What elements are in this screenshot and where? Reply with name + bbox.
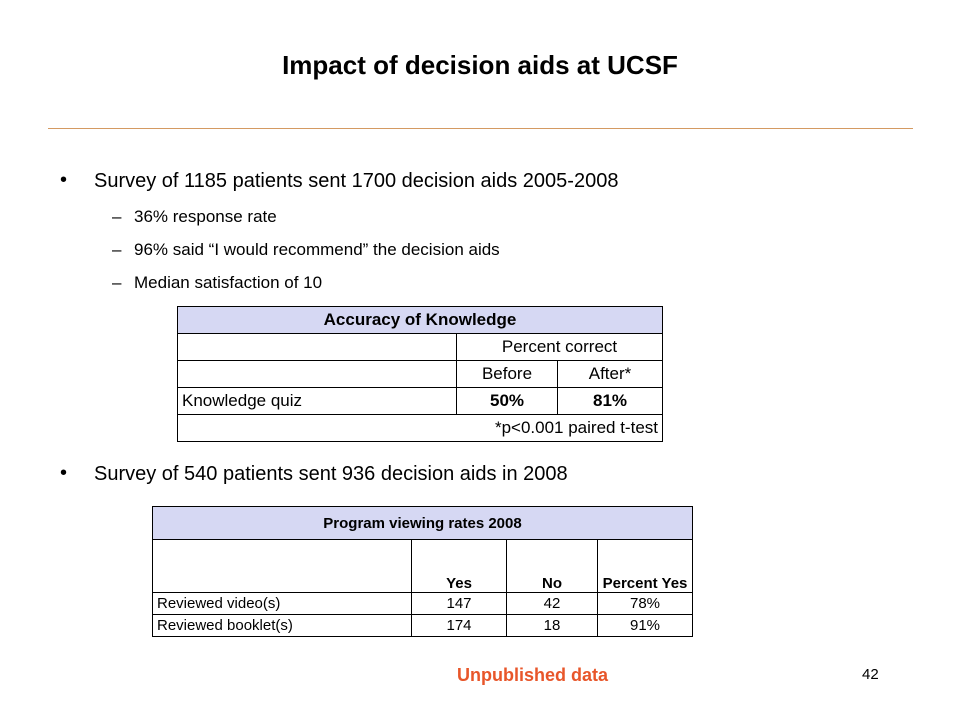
bullet-dot: • [60,169,68,191]
no-value: 18 [506,614,598,637]
unpublished-data-note: Unpublished data [457,665,609,685]
empty-cell [177,360,457,388]
sub-item-text: 96% said “I would recommend” the decisio… [134,240,500,259]
percent-correct-header: Percent correct [456,333,663,361]
row-label: Reviewed booklet(s) [152,614,412,637]
viewing-rates-table: Program viewing rates 2008 Yes No Percen… [152,506,693,637]
no-header: No [506,539,598,593]
bullet-text: Survey of 1185 patients sent 1700 decisi… [94,170,619,192]
title-divider [48,128,913,129]
empty-cell [177,333,457,361]
yes-value: 174 [411,614,507,637]
after-value: 81% [557,387,663,415]
yes-value: 147 [411,592,507,615]
row-label: Reviewed video(s) [152,592,412,615]
empty-cell [152,539,412,593]
viewing-rates-title: Program viewing rates 2008 [152,506,693,540]
bullet-dot: • [60,462,68,484]
dash-marker: – [112,273,122,292]
percent-yes-value: 91% [597,614,693,637]
sub-item-text: Median satisfaction of 10 [134,273,323,292]
percent-yes-value: 78% [597,592,693,615]
row-label-knowledge-quiz: Knowledge quiz [177,387,457,415]
bullet-text: Survey of 540 patients sent 936 decision… [94,463,568,485]
after-header: After* [557,360,663,388]
page-number: 42 [862,666,879,683]
dash-marker: – [112,240,122,259]
yes-header: Yes [411,539,507,593]
sub-item-text: 36% response rate [134,207,277,226]
slide-title: Impact of decision aids at UCSF [282,50,678,80]
footnote: *p<0.001 paired t-test [177,414,663,442]
percent-yes-header: Percent Yes [597,539,693,593]
accuracy-table: Accuracy of Knowledge Percent correct Be… [177,306,663,442]
before-header: Before [456,360,558,388]
no-value: 42 [506,592,598,615]
dash-marker: – [112,207,122,226]
accuracy-table-title: Accuracy of Knowledge [177,306,663,334]
before-value: 50% [456,387,558,415]
